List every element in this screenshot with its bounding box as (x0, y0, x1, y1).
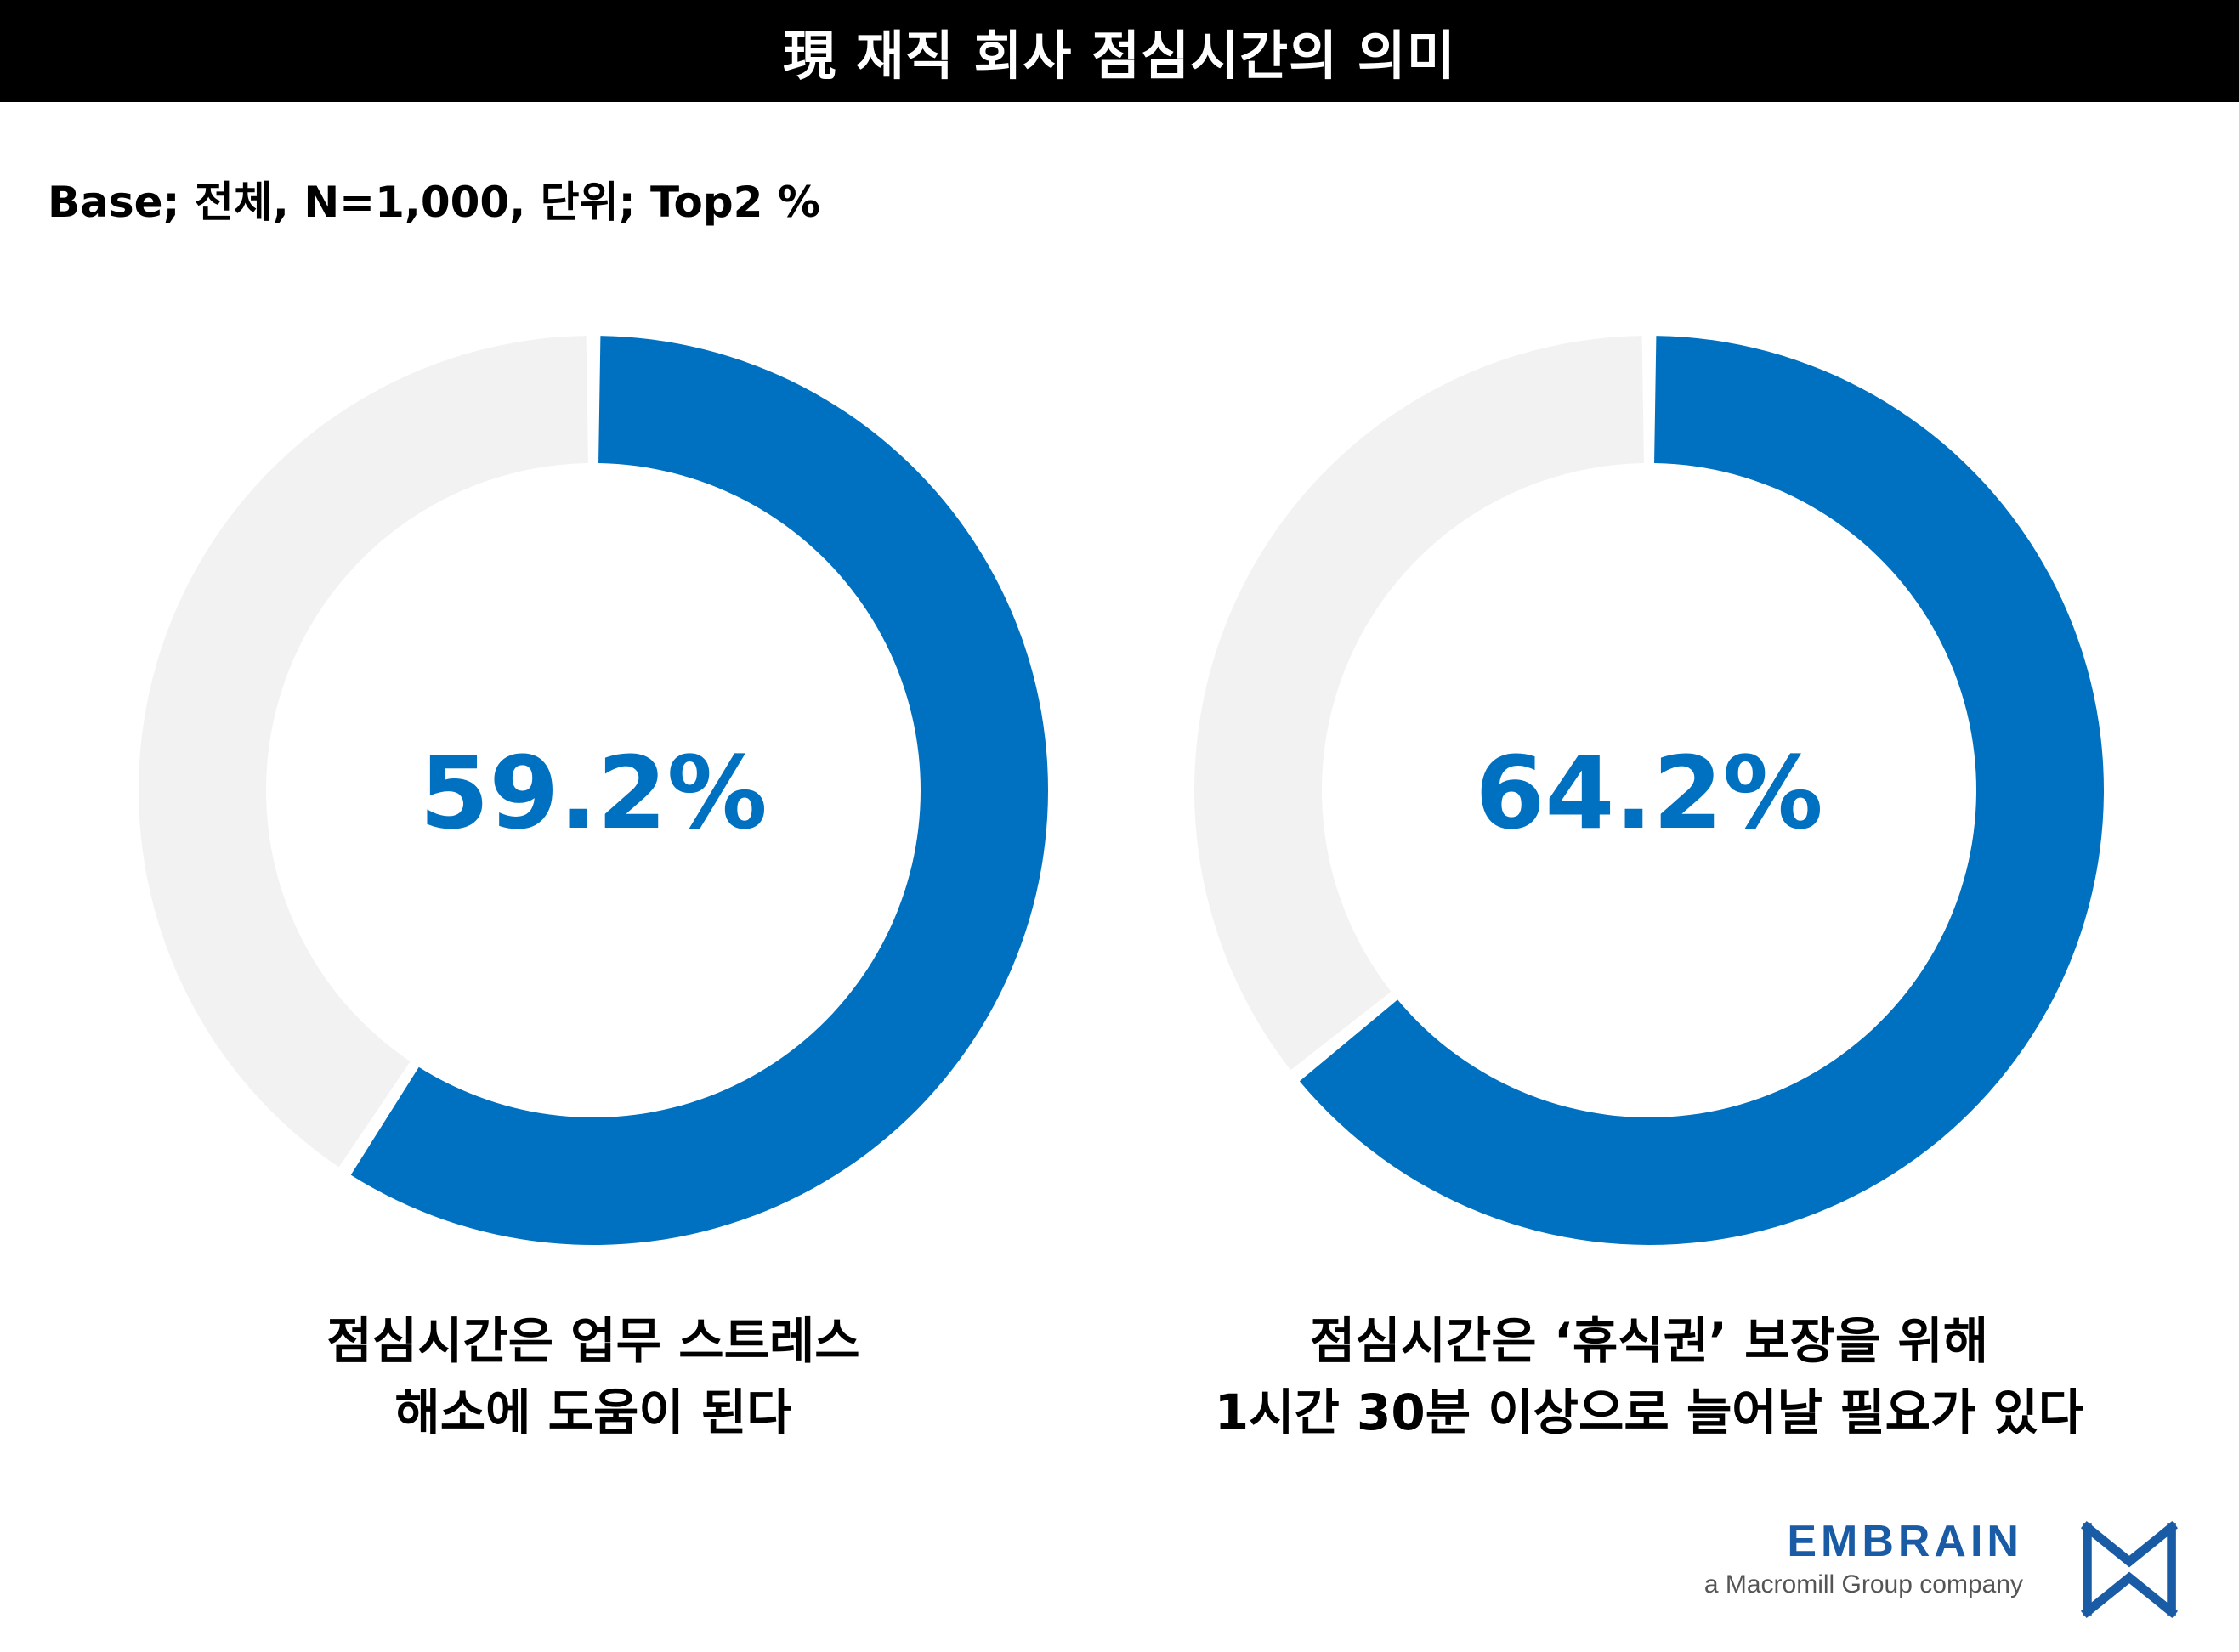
caption-left-line-1: 점심시간은 업무 스트레스 (326, 1312, 860, 1370)
donut-remainder-slice-right (1194, 336, 1644, 1071)
title-bar: 現 재직 회사 점심시간의 의미 (0, 0, 2239, 102)
donut-value-slice-right (1299, 336, 2104, 1246)
caption-left-line-2: 해소에 도움이 된다 (394, 1383, 792, 1441)
value-label-left: 59.2% (419, 734, 768, 851)
value-label-right: 64.2% (1475, 734, 1823, 851)
base-note: Base; 전체, N=1,000, 단위; Top2 % (48, 178, 820, 227)
logo-tagline: a Macromill Group company (1703, 1570, 2023, 1598)
donut-value-slice-left (350, 336, 1048, 1246)
embrain-logo: EMBRAIN a Macromill Group company (1700, 1516, 2202, 1627)
chart-title: 現 재직 회사 점심시간의 의미 (783, 25, 1456, 87)
caption-right: 점심시간은 ‘휴식권’ 보장을 위해 1시간 30분 이상으로 늘어날 필요가 … (1182, 1305, 2117, 1448)
embrain-arrows-icon (2080, 1520, 2179, 1619)
logo-brand: EMBRAIN (1787, 1517, 2023, 1566)
donut-remainder-slice-left (138, 336, 588, 1168)
donut-chart-left (138, 336, 1048, 1246)
caption-right-line-2: 1시간 30분 이상으로 늘어날 필요가 있다 (1214, 1383, 2084, 1441)
caption-right-line-1: 점심시간은 ‘휴식권’ 보장을 위해 (1309, 1312, 1989, 1370)
donut-chart-right (1194, 336, 2104, 1246)
caption-left: 점심시간은 업무 스트레스 해소에 도움이 된다 (126, 1305, 1061, 1448)
